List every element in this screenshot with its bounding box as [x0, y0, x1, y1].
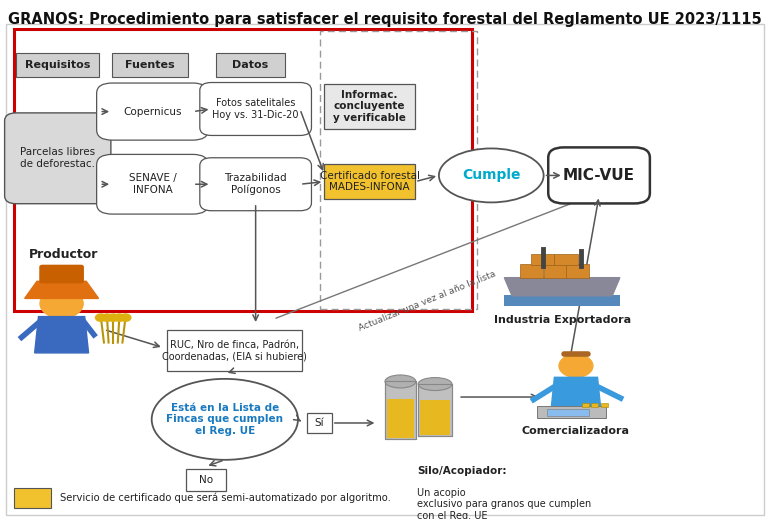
FancyBboxPatch shape — [39, 265, 84, 283]
Text: Informac.
concluyente
y verificable: Informac. concluyente y verificable — [333, 90, 406, 123]
FancyBboxPatch shape — [168, 330, 302, 371]
Ellipse shape — [152, 379, 298, 460]
FancyBboxPatch shape — [200, 158, 311, 211]
Text: Datos: Datos — [232, 60, 269, 70]
Text: SENAVE /
INFONA: SENAVE / INFONA — [129, 173, 176, 195]
Circle shape — [120, 314, 131, 321]
Circle shape — [40, 289, 83, 318]
Text: Parcelas libres
de deforestac.: Parcelas libres de deforestac. — [20, 147, 95, 169]
FancyBboxPatch shape — [186, 469, 226, 491]
FancyBboxPatch shape — [97, 155, 208, 214]
Text: Trazabilidad
Polígonos: Trazabilidad Polígonos — [224, 173, 287, 195]
FancyBboxPatch shape — [324, 164, 415, 199]
FancyBboxPatch shape — [520, 264, 543, 278]
FancyBboxPatch shape — [5, 113, 111, 204]
FancyBboxPatch shape — [601, 403, 608, 407]
Circle shape — [102, 314, 112, 321]
FancyBboxPatch shape — [16, 53, 99, 77]
Text: GRANOS: Procedimiento para satisfacer el requisito forestal del Reglamento UE 20: GRANOS: Procedimiento para satisfacer el… — [8, 12, 762, 27]
FancyBboxPatch shape — [14, 488, 51, 508]
Circle shape — [108, 314, 119, 321]
FancyBboxPatch shape — [307, 413, 332, 433]
FancyBboxPatch shape — [385, 381, 416, 439]
FancyBboxPatch shape — [216, 53, 285, 77]
FancyBboxPatch shape — [591, 403, 598, 407]
FancyBboxPatch shape — [566, 264, 589, 278]
FancyBboxPatch shape — [418, 384, 452, 436]
FancyBboxPatch shape — [544, 264, 567, 278]
Text: Servicio de certificado que será semi-automatizado por algoritmo.: Servicio de certificado que será semi-au… — [60, 493, 391, 503]
Text: Copernicus: Copernicus — [123, 106, 182, 117]
Ellipse shape — [439, 148, 544, 202]
FancyBboxPatch shape — [387, 399, 414, 438]
Text: Actualizar una vez al año la lista: Actualizar una vez al año la lista — [357, 269, 497, 333]
Text: Fuentes: Fuentes — [126, 60, 175, 70]
FancyBboxPatch shape — [504, 295, 620, 306]
Text: Productor: Productor — [28, 248, 98, 261]
Polygon shape — [35, 317, 89, 353]
Polygon shape — [25, 281, 99, 298]
Text: Silo/Acopiador:: Silo/Acopiador: — [417, 466, 507, 476]
Text: RUC, Nro de finca, Padrón,
Coordenadas, (EIA si hubiere): RUC, Nro de finca, Padrón, Coordenadas, … — [162, 339, 307, 361]
Ellipse shape — [385, 375, 416, 388]
FancyBboxPatch shape — [420, 400, 450, 435]
FancyBboxPatch shape — [112, 53, 188, 77]
FancyBboxPatch shape — [200, 83, 311, 135]
Text: Sí: Sí — [315, 418, 324, 428]
Polygon shape — [551, 377, 601, 407]
FancyBboxPatch shape — [554, 254, 578, 265]
Text: Requisitos: Requisitos — [25, 60, 90, 70]
Text: Está en la Lista de
Fincas que cumplen
el Reg. UE: Está en la Lista de Fincas que cumplen e… — [166, 403, 283, 436]
FancyBboxPatch shape — [537, 406, 606, 418]
Text: Certificado forestal
MADES-INFONA: Certificado forestal MADES-INFONA — [320, 171, 420, 193]
FancyBboxPatch shape — [97, 83, 208, 140]
Text: Industria Exportadora: Industria Exportadora — [494, 315, 631, 325]
Text: Fotos satelitales
Hoy vs. 31-Dic-20: Fotos satelitales Hoy vs. 31-Dic-20 — [213, 98, 299, 120]
Circle shape — [559, 354, 593, 377]
FancyBboxPatch shape — [324, 84, 415, 129]
Text: Comercializadora: Comercializadora — [522, 426, 630, 436]
Ellipse shape — [418, 378, 452, 391]
Text: No: No — [199, 475, 213, 485]
FancyBboxPatch shape — [531, 254, 554, 265]
Circle shape — [114, 314, 125, 321]
FancyBboxPatch shape — [547, 409, 589, 416]
FancyBboxPatch shape — [548, 147, 650, 203]
Text: Un acopio
exclusivo para granos que cumplen
con el Reg. UE: Un acopio exclusivo para granos que cump… — [417, 488, 591, 519]
FancyBboxPatch shape — [582, 403, 589, 407]
Polygon shape — [504, 278, 620, 296]
Text: MIC-VUE: MIC-VUE — [563, 168, 635, 183]
Circle shape — [95, 314, 106, 321]
Text: Cumple: Cumple — [462, 169, 521, 182]
